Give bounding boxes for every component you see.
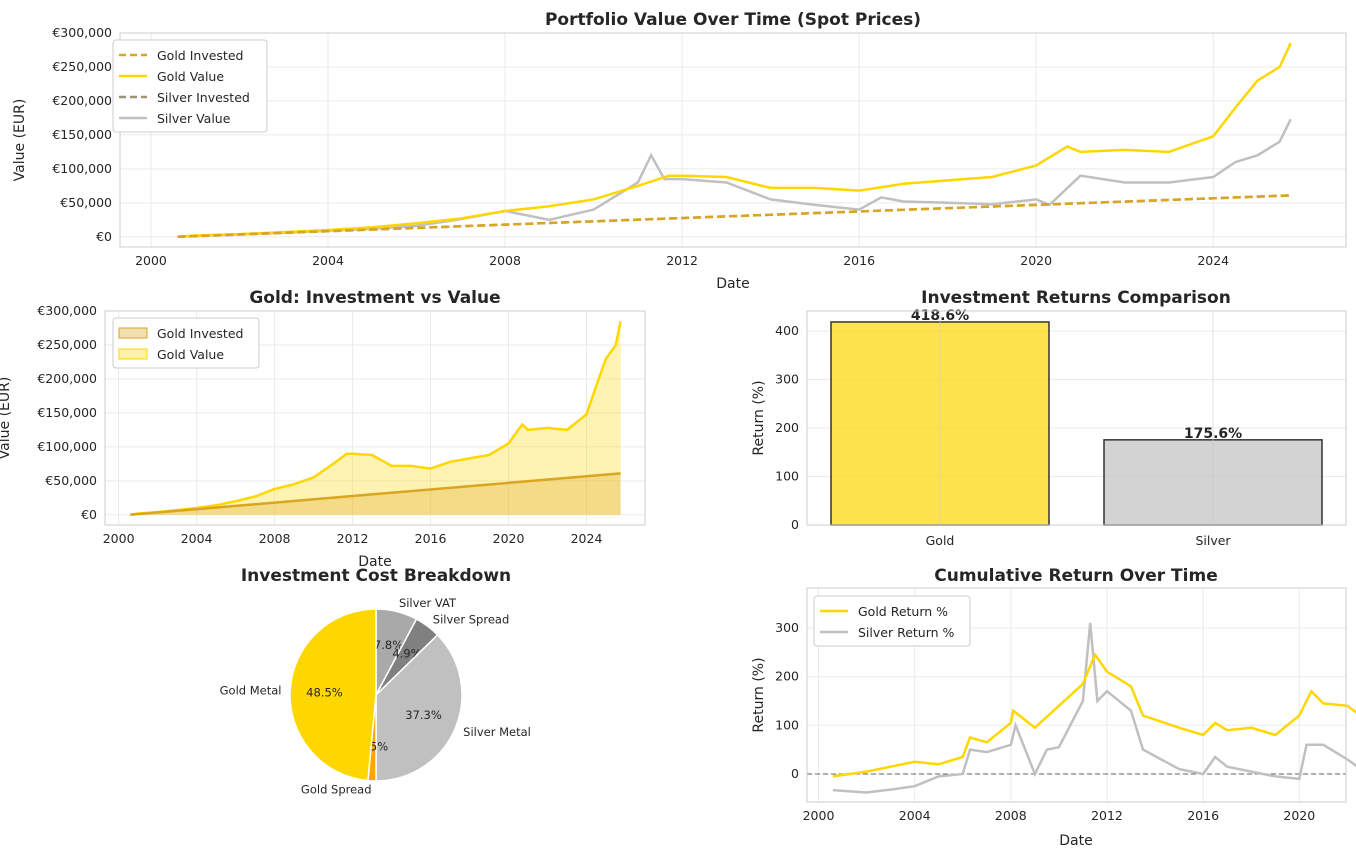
y-tick-label: 300 <box>775 372 799 387</box>
x-tick-label: 2000 <box>103 531 135 546</box>
x-tick-label: 2020 <box>1283 808 1315 823</box>
x-axis-label: Date <box>716 276 749 292</box>
x-tick-label: 2016 <box>1187 808 1219 823</box>
chart-title: Investment Cost Breakdown <box>241 566 511 586</box>
x-axis-label: Date <box>1059 833 1092 849</box>
y-axis-label: Value (EUR) <box>12 99 28 182</box>
chart-title: Gold: Investment vs Value <box>249 288 500 308</box>
x-tick-label: 2000 <box>135 253 167 268</box>
y-tick-label: 100 <box>775 717 799 732</box>
chart-title: Investment Returns Comparison <box>921 288 1231 308</box>
y-tick-label: €200,000 <box>37 371 97 386</box>
y-tick-label: €100,000 <box>52 161 112 176</box>
x-tick-label: 2020 <box>493 531 525 546</box>
pie-label: Silver Metal <box>463 725 531 739</box>
y-tick-label: €250,000 <box>37 337 97 352</box>
y-tick-label: €0 <box>81 507 97 522</box>
x-axis-label: Date <box>358 554 391 570</box>
x-tick-label: 2004 <box>899 808 931 823</box>
x-tick-label: 2012 <box>337 531 369 546</box>
y-tick-label: €50,000 <box>45 473 97 488</box>
bar-value-label: 418.6% <box>911 308 969 324</box>
x-tick-label: 2016 <box>415 531 447 546</box>
y-tick-label: 0 <box>791 517 799 532</box>
pie-label: Gold Spread <box>301 782 372 796</box>
pie-label: Gold Metal <box>220 684 282 698</box>
legend-label: Gold Invested <box>157 48 243 63</box>
legend <box>112 39 268 133</box>
x-tick-label: 2020 <box>1020 253 1052 268</box>
y-tick-label: 0 <box>791 766 799 781</box>
series-line-silver-return-- <box>832 622 1356 794</box>
y-tick-label: €150,000 <box>52 127 112 142</box>
plot-border <box>119 32 1347 248</box>
y-axis-label: Return (%) <box>751 657 767 732</box>
legend-label: Gold Value <box>157 347 224 362</box>
pie-slice-silver-metal <box>375 633 463 782</box>
x-tick-label: 2008 <box>259 531 291 546</box>
y-tick-label: 100 <box>775 469 799 484</box>
gold-value-line <box>130 320 622 517</box>
pie-pct-label: 37.3% <box>405 708 442 722</box>
legend-label: Gold Value <box>157 69 224 84</box>
y-tick-label: €200,000 <box>52 93 112 108</box>
legend-label: Silver Return % <box>858 625 955 640</box>
x-tick-label: 2012 <box>666 253 698 268</box>
x-tick-label: 2008 <box>489 253 521 268</box>
legend-label: Silver Value <box>157 111 231 126</box>
plot-border <box>104 310 646 526</box>
x-tick-label: 2016 <box>843 253 875 268</box>
y-tick-label: €150,000 <box>37 405 97 420</box>
series-line-gold-return-- <box>832 652 1356 778</box>
legend <box>112 317 260 369</box>
x-tick-label: Silver <box>1195 533 1231 548</box>
pie-pct-label: 48.5% <box>306 686 343 700</box>
gold-invested-line <box>130 472 621 517</box>
y-axis-label: Value (EUR) <box>0 377 13 460</box>
y-axis-label: Return (%) <box>751 380 767 455</box>
gold-value-area <box>130 321 621 515</box>
x-tick-label: 2008 <box>995 808 1027 823</box>
x-tick-label: 2000 <box>803 808 835 823</box>
bar-value-label: 175.6% <box>1184 426 1242 442</box>
legend-swatch <box>118 327 148 339</box>
pie-label: Silver Spread <box>433 612 509 626</box>
y-tick-label: 400 <box>775 323 799 338</box>
legend-swatch <box>118 348 148 360</box>
y-tick-label: €300,000 <box>52 25 112 40</box>
y-tick-label: €0 <box>96 229 112 244</box>
y-tick-label: 200 <box>775 669 799 684</box>
legend-label: Gold Return % <box>858 604 948 619</box>
y-tick-label: 300 <box>775 620 799 635</box>
pie-label: Silver VAT <box>399 596 457 610</box>
chart-title: Cumulative Return Over Time <box>934 566 1217 586</box>
plot-border <box>806 310 1347 526</box>
pie-slice-gold-metal <box>289 608 377 782</box>
x-tick-label: 2024 <box>1197 253 1229 268</box>
legend-label: Gold Invested <box>157 326 243 341</box>
y-tick-label: €100,000 <box>37 439 97 454</box>
x-tick-label: 2004 <box>181 531 213 546</box>
x-tick-label: Gold <box>926 533 955 548</box>
y-tick-label: 200 <box>775 420 799 435</box>
series-line-gold-invested <box>177 194 1291 239</box>
x-tick-label: 2012 <box>1091 808 1123 823</box>
y-tick-label: €50,000 <box>60 195 112 210</box>
chart-title: Portfolio Value Over Time (Spot Prices) <box>545 10 921 30</box>
series-line-gold-value <box>177 42 1292 239</box>
x-tick-label: 2004 <box>312 253 344 268</box>
pie-pct-label: 7.8% <box>374 638 403 652</box>
plot-border <box>806 587 1347 803</box>
plot-area <box>120 33 1346 247</box>
x-tick-label: 2024 <box>571 531 603 546</box>
y-tick-label: €300,000 <box>37 303 97 318</box>
y-tick-label: €250,000 <box>52 59 112 74</box>
legend <box>813 595 971 647</box>
legend-label: Silver Invested <box>157 90 250 105</box>
